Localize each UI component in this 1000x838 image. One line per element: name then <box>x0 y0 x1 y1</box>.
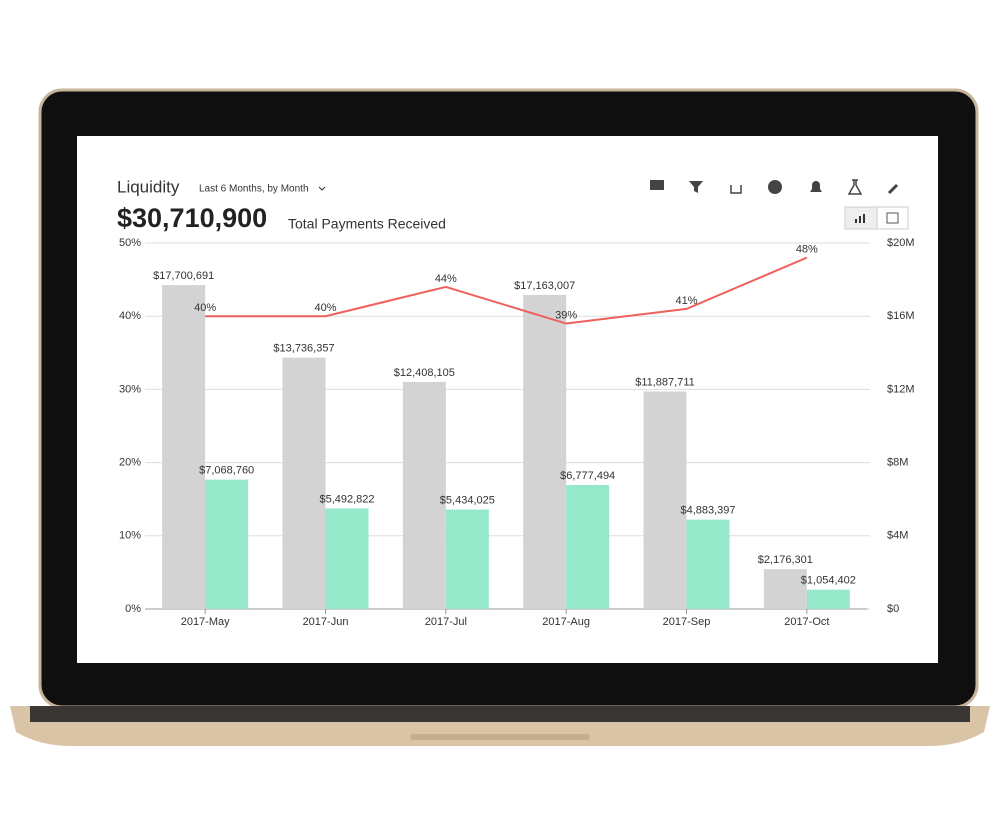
y-tick-label: 30% <box>119 383 141 395</box>
bar <box>763 569 807 609</box>
notch <box>410 734 590 740</box>
alert-icon[interactable] <box>810 181 822 192</box>
bar <box>402 381 446 609</box>
x-tick-label: 2017-May <box>181 616 230 628</box>
bar-label: $5,434,025 <box>440 494 495 506</box>
bar <box>282 357 326 609</box>
bar <box>325 508 369 609</box>
share-icon[interactable] <box>730 185 742 194</box>
keyboard <box>30 706 970 722</box>
bar-label: $13,736,357 <box>273 343 334 355</box>
bar-label: $17,163,007 <box>514 280 575 292</box>
x-tick-label: 2017-Oct <box>784 616 829 628</box>
bar-label: $4,883,397 <box>680 505 735 517</box>
bar-label: $5,492,822 <box>319 493 374 505</box>
bar <box>205 479 249 609</box>
bar <box>643 391 687 609</box>
table-view-button[interactable] <box>876 206 909 230</box>
bar <box>162 285 206 609</box>
bar-label: $7,068,760 <box>199 465 254 477</box>
bar-label: $11,887,711 <box>635 376 695 388</box>
x-tick-label: 2017-Sep <box>663 616 711 628</box>
line-label: 40% <box>314 302 336 314</box>
bar-label: $12,408,105 <box>394 367 455 379</box>
total: $30,710,900 <box>117 203 267 233</box>
total-label: Total Payments Received <box>288 216 446 232</box>
pie-icon[interactable] <box>768 180 782 194</box>
title: Liquidity <box>117 177 180 196</box>
y2-tick-label: $0 <box>887 603 899 615</box>
settings-icon[interactable] <box>887 183 899 195</box>
y2-tick-label: $20M <box>887 237 915 249</box>
filter-icon[interactable] <box>689 181 703 193</box>
bar-icon <box>855 214 865 223</box>
y-tick-label: 40% <box>119 310 141 322</box>
line-label: 44% <box>435 273 457 285</box>
y-tick-label: 20% <box>119 457 141 469</box>
bar-label: $17,700,691 <box>153 270 214 282</box>
bar <box>686 519 730 609</box>
line-label: 48% <box>796 244 818 256</box>
y2-tick-label: $16M <box>887 310 915 322</box>
y2-tick-label: $8M <box>887 457 908 469</box>
bar-label: $2,176,301 <box>758 554 813 566</box>
comment-icon[interactable] <box>650 180 664 190</box>
table-icon <box>886 212 899 224</box>
line <box>205 256 808 325</box>
bar <box>445 509 489 609</box>
bar-label: $1,054,402 <box>801 575 856 587</box>
toolbar <box>650 179 899 195</box>
x-tick-label: 2017-Jul <box>425 616 467 628</box>
bar-label: $6,777,494 <box>560 470 615 482</box>
plot: 0% 10% 20% 30% 40% 50% $0 $4M $8M $12M $16M $20M 201… <box>119 237 915 628</box>
y-tick-label: 10% <box>119 530 141 542</box>
y-tick-label: 50% <box>119 237 141 249</box>
line-label: 40% <box>194 302 216 314</box>
y-tick-label: 0% <box>125 603 141 615</box>
lab-icon[interactable] <box>847 179 863 195</box>
x-tick-label: 2017-Aug <box>542 616 590 628</box>
y2-tick-label: $12M <box>887 383 915 395</box>
period-dropdown[interactable]: Last 6 Months, by Month <box>199 184 309 195</box>
bar <box>806 589 850 609</box>
x-tick-label: 2017-Jun <box>303 616 349 628</box>
line-label: 39% <box>555 309 577 321</box>
bar <box>566 484 610 609</box>
line-label: 41% <box>675 295 697 307</box>
dropdown-caret <box>318 186 326 191</box>
y2-tick-label: $4M <box>887 530 908 542</box>
bar <box>523 294 567 609</box>
